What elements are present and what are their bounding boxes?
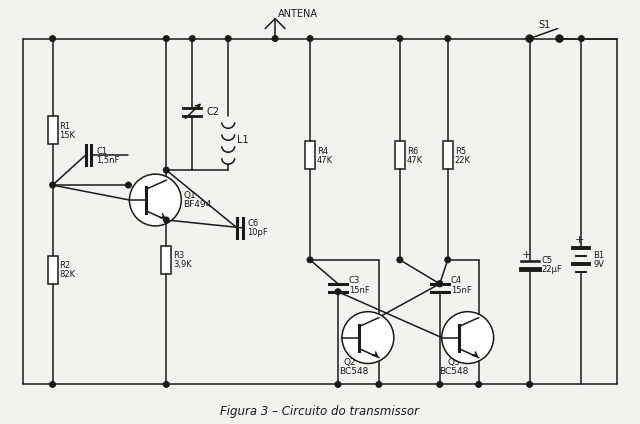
Circle shape	[557, 36, 563, 42]
Circle shape	[50, 36, 56, 42]
Text: R2: R2	[60, 261, 70, 271]
Text: S1: S1	[538, 20, 550, 30]
Text: 15K: 15K	[60, 131, 76, 140]
Text: C5: C5	[541, 257, 553, 265]
Text: 1,5nF: 1,5nF	[97, 156, 120, 165]
Text: C4: C4	[451, 276, 462, 285]
Text: 10pF: 10pF	[247, 229, 268, 237]
Circle shape	[50, 382, 56, 387]
Text: ANTENA: ANTENA	[278, 8, 318, 19]
Text: R1: R1	[60, 122, 70, 131]
Circle shape	[376, 382, 381, 387]
Text: 22K: 22K	[454, 156, 470, 165]
Text: C3: C3	[349, 276, 360, 285]
Text: C6: C6	[247, 220, 259, 229]
Bar	[395, 141, 405, 169]
Circle shape	[335, 382, 340, 387]
Circle shape	[397, 36, 403, 42]
Bar	[305, 141, 315, 169]
Text: 9V: 9V	[593, 260, 604, 269]
Text: +: +	[575, 235, 584, 245]
Text: C2: C2	[206, 107, 220, 117]
Circle shape	[50, 182, 56, 188]
Text: B1: B1	[593, 251, 605, 260]
Text: R6: R6	[407, 147, 418, 156]
Circle shape	[342, 312, 394, 363]
Circle shape	[527, 382, 532, 387]
Text: 22μF: 22μF	[541, 265, 563, 274]
Text: +: +	[522, 250, 531, 260]
Text: 47K: 47K	[407, 156, 423, 165]
Circle shape	[164, 167, 169, 173]
Circle shape	[556, 35, 563, 42]
Circle shape	[442, 312, 493, 363]
Circle shape	[164, 36, 169, 42]
Circle shape	[445, 257, 451, 262]
Text: C1: C1	[97, 147, 108, 156]
Circle shape	[445, 36, 451, 42]
Circle shape	[307, 257, 313, 262]
Circle shape	[335, 289, 340, 295]
Circle shape	[189, 36, 195, 42]
Circle shape	[225, 36, 231, 42]
Circle shape	[397, 257, 403, 262]
Circle shape	[476, 382, 481, 387]
Text: Q2: Q2	[344, 359, 356, 368]
Text: R5: R5	[454, 147, 466, 156]
Circle shape	[129, 174, 181, 226]
Text: 3,9K: 3,9K	[173, 260, 192, 269]
Text: 15nF: 15nF	[349, 286, 370, 295]
Text: 15nF: 15nF	[451, 286, 472, 295]
Circle shape	[437, 281, 442, 287]
Text: 82K: 82K	[60, 270, 76, 279]
Circle shape	[437, 382, 442, 387]
Circle shape	[526, 35, 533, 42]
Text: BF494: BF494	[183, 200, 212, 209]
Circle shape	[164, 382, 169, 387]
Text: BC548: BC548	[339, 368, 369, 377]
Text: R4: R4	[317, 147, 328, 156]
Circle shape	[164, 217, 169, 223]
Bar	[161, 246, 172, 274]
Circle shape	[579, 36, 584, 42]
Circle shape	[527, 36, 532, 42]
Text: L1: L1	[237, 135, 249, 145]
Text: Q3: Q3	[447, 359, 460, 368]
Circle shape	[125, 182, 131, 188]
Bar	[443, 141, 452, 169]
Text: BC548: BC548	[439, 368, 468, 377]
Circle shape	[437, 281, 442, 287]
Bar	[47, 116, 58, 144]
Bar	[47, 256, 58, 284]
Text: R3: R3	[173, 251, 184, 260]
Text: Figura 3 – Circuito do transmissor: Figura 3 – Circuito do transmissor	[221, 405, 419, 418]
Text: Q1: Q1	[183, 191, 196, 200]
Text: 47K: 47K	[317, 156, 333, 165]
Circle shape	[527, 36, 532, 42]
Circle shape	[307, 36, 313, 42]
Circle shape	[272, 36, 278, 42]
